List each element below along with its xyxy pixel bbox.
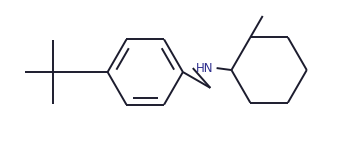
Text: HN: HN (196, 61, 213, 75)
